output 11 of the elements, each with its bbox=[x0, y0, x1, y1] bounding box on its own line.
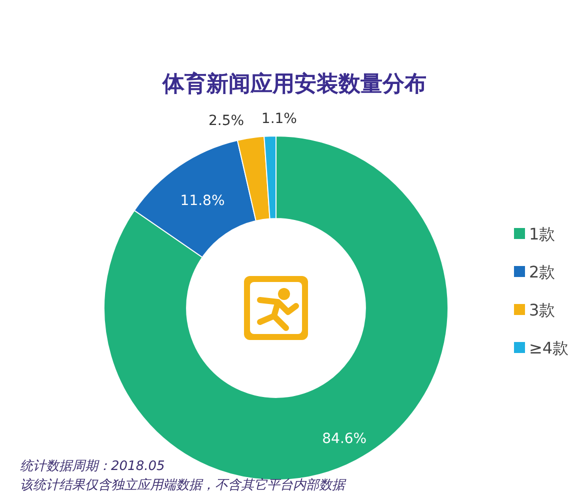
text: 统计数据周期：2018.05 bbox=[20, 459, 165, 474]
legend-label: 3款 bbox=[529, 300, 556, 320]
legend-label: 1款 bbox=[529, 224, 556, 244]
legend-label: ≥4款 bbox=[529, 338, 569, 358]
data-label: 2.5% bbox=[208, 112, 244, 129]
data-label: 84.6% bbox=[322, 431, 367, 448]
text: 该统计结果仅含独立应用端数据，不含其它平台内部数据 bbox=[20, 477, 347, 493]
data-label: 11.8% bbox=[180, 192, 225, 209]
legend-label: 2款 bbox=[529, 262, 556, 282]
chart-title: 体育新闻应用安装数量分布 bbox=[162, 71, 426, 97]
data-label: 1.1% bbox=[261, 111, 298, 128]
